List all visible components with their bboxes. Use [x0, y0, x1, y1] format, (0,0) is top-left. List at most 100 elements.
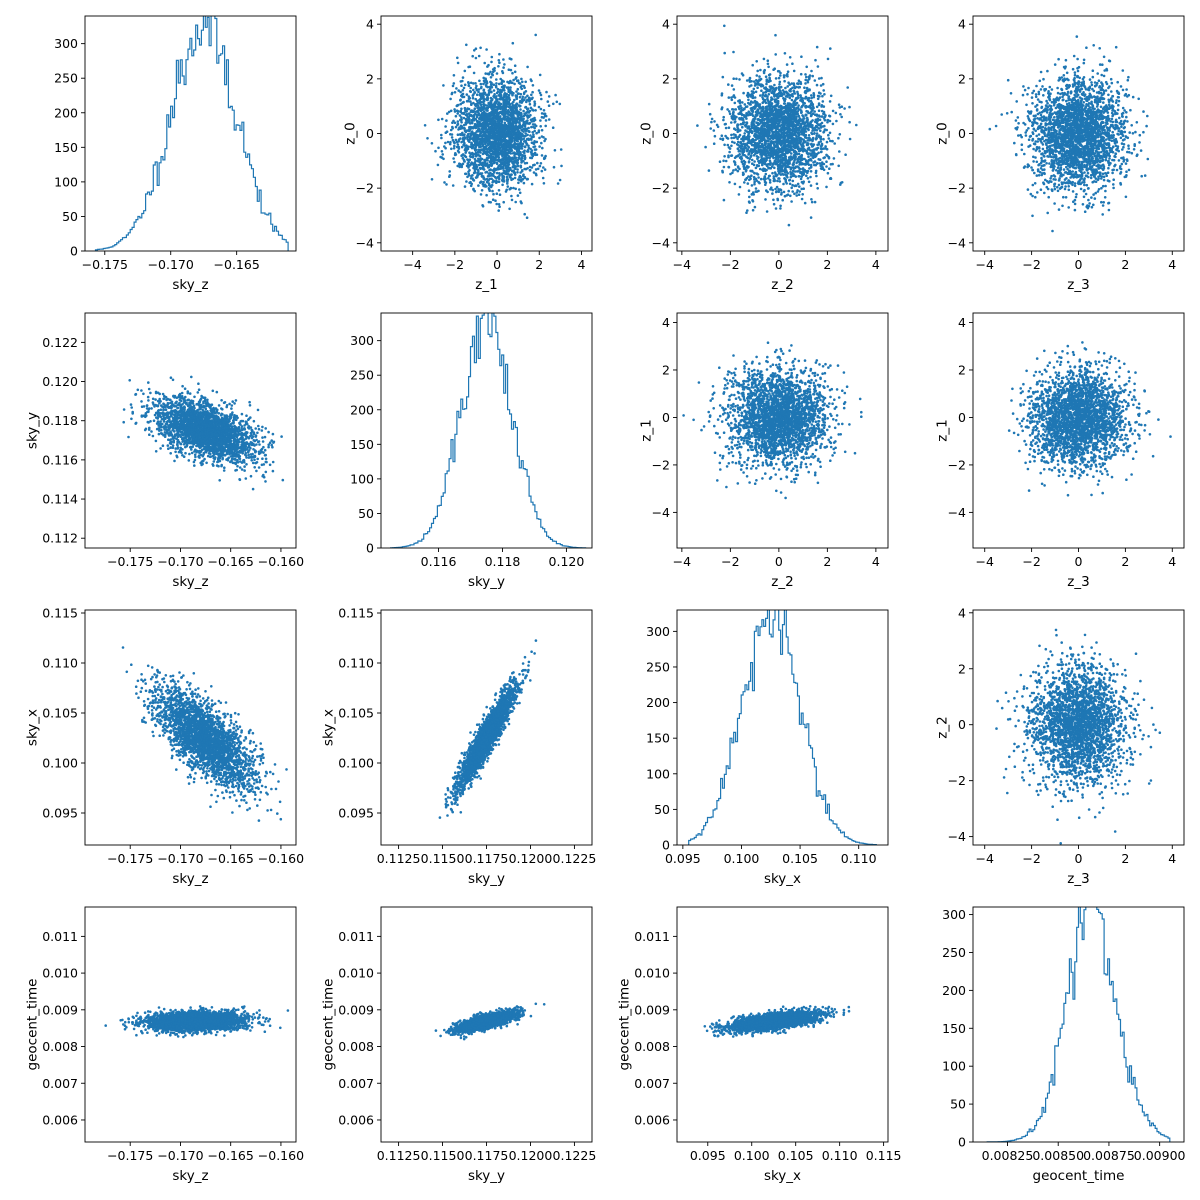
- scatter-point: [798, 175, 801, 178]
- scatter-point: [775, 162, 779, 166]
- scatter-point: [517, 81, 521, 85]
- scatter-point: [728, 150, 731, 154]
- scatter-point: [811, 144, 815, 148]
- scatter-point: [743, 103, 747, 106]
- scatter-point: [755, 144, 758, 147]
- scatter-point: [513, 64, 517, 67]
- scatter-point: [797, 134, 800, 138]
- scatter-point: [491, 73, 495, 77]
- scatter-point: [771, 124, 774, 128]
- scatter-point: [763, 138, 766, 141]
- scatter-point: [533, 163, 536, 167]
- scatter-point: [537, 105, 541, 109]
- scatter-point: [453, 91, 457, 94]
- scatter-point: [733, 141, 736, 145]
- scatter-point: [477, 88, 481, 91]
- scatter-point: [497, 142, 501, 145]
- scatter-point: [848, 120, 851, 124]
- scatter-point: [753, 160, 756, 163]
- scatter-point: [512, 78, 515, 82]
- scatter-point: [467, 139, 470, 142]
- scatter-point: [501, 183, 504, 187]
- scatter-point: [785, 74, 788, 77]
- scatter-point: [769, 145, 772, 149]
- scatter-point: [492, 89, 496, 92]
- scatter-point: [490, 60, 493, 64]
- subplot-0-0: −0.175 −0.170 −0.165050100150200250300sky_…: [54, 15, 297, 293]
- scatter-point: [540, 154, 544, 157]
- scatter-point: [483, 103, 486, 106]
- scatter-point: [490, 90, 493, 94]
- scatter-point: [723, 51, 726, 55]
- scatter-point: [478, 181, 482, 184]
- scatter-point: [482, 76, 486, 80]
- scatter-point: [531, 90, 534, 94]
- scatter-point: [825, 160, 828, 163]
- scatter-point: [844, 153, 847, 156]
- scatter-point: [491, 145, 494, 148]
- scatter-point: [795, 106, 799, 110]
- scatter-point: [470, 130, 474, 133]
- scatter-point: [755, 121, 758, 125]
- scatter-point: [500, 125, 504, 129]
- scatter-point: [513, 70, 517, 74]
- scatter-point: [469, 132, 473, 135]
- scatter-point: [792, 69, 796, 73]
- scatter-point: [734, 168, 738, 171]
- scatter-point: [478, 79, 481, 83]
- scatter-point: [501, 70, 504, 73]
- scatter-point: [778, 70, 781, 73]
- scatter-point: [811, 112, 815, 115]
- scatter-point: [498, 120, 502, 123]
- scatter-point: [488, 169, 491, 172]
- scatter-point: [506, 152, 510, 155]
- scatter-point: [805, 96, 808, 100]
- scatter-point: [507, 157, 510, 160]
- scatter-point: [810, 198, 813, 201]
- scatter-point: [530, 125, 533, 129]
- scatter-point: [720, 134, 724, 137]
- scatter-point: [495, 161, 499, 165]
- scatter-point: [776, 101, 780, 105]
- scatter-point: [488, 132, 491, 135]
- scatter-point: [496, 167, 499, 170]
- scatter-point: [742, 164, 745, 168]
- scatter-point: [468, 114, 472, 117]
- scatter-point: [468, 135, 472, 139]
- scatter-point: [540, 169, 544, 173]
- scatter-point: [799, 99, 802, 102]
- scatter-point: [772, 202, 776, 206]
- scatter-point: [518, 121, 521, 125]
- scatter-point: [497, 136, 501, 139]
- scatter-point: [543, 139, 546, 143]
- scatter-point: [807, 155, 810, 158]
- scatter-point: [764, 183, 767, 186]
- scatter-point: [525, 161, 529, 165]
- scatter-point: [497, 164, 501, 168]
- scatter-point: [773, 146, 776, 149]
- scatter-point: [542, 182, 546, 185]
- scatter-point: [434, 149, 437, 153]
- scatter-point: [462, 123, 466, 127]
- scatter-point: [807, 136, 811, 140]
- scatter-point: [500, 129, 503, 132]
- scatter-point: [509, 86, 512, 89]
- scatter-point: [744, 178, 748, 181]
- scatter-point: [493, 142, 496, 146]
- scatter-point: [474, 47, 478, 50]
- scatter-point: [520, 128, 523, 132]
- scatter-point: [786, 176, 789, 179]
- scatter-point: [765, 189, 768, 192]
- scatter-point: [495, 181, 498, 184]
- scatter-point: [544, 119, 548, 122]
- scatter-point: [742, 159, 746, 163]
- scatter-point: [777, 188, 780, 191]
- scatter-point: [480, 172, 483, 176]
- scatter-point: [800, 197, 804, 201]
- scatter-point: [516, 171, 519, 174]
- scatter-point: [501, 176, 505, 180]
- scatter-point: [819, 129, 822, 132]
- scatter-point: [756, 69, 759, 73]
- scatter-point: [502, 111, 506, 114]
- scatter-point: [778, 80, 782, 84]
